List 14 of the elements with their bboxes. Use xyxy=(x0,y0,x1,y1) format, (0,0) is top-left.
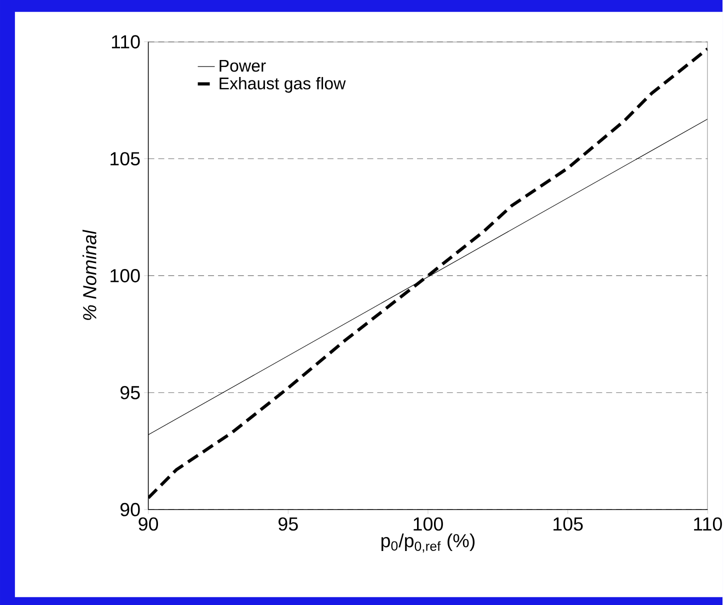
x-tick-label: 105 xyxy=(554,517,583,531)
x-tick-label: 90 xyxy=(138,517,158,531)
y-tick-label: 95 xyxy=(120,386,140,400)
y-axis-title: % Nominal xyxy=(82,230,96,320)
y-tick-label: 105 xyxy=(110,152,140,166)
y-tick-label: 90 xyxy=(120,502,140,516)
legend-label: Exhaust gas flow xyxy=(220,76,346,93)
y-tick-label: 100 xyxy=(110,268,140,282)
x-axis-title: p$_{0}$/p$_{0,ref}$ (%) xyxy=(381,533,475,552)
x-tick-label: 110 xyxy=(694,517,722,531)
y-tick-label: 110 xyxy=(112,35,140,48)
x-tick-label: 100 xyxy=(414,517,443,531)
legend-label: Power xyxy=(220,60,266,72)
x-tick-label: 95 xyxy=(278,517,298,531)
